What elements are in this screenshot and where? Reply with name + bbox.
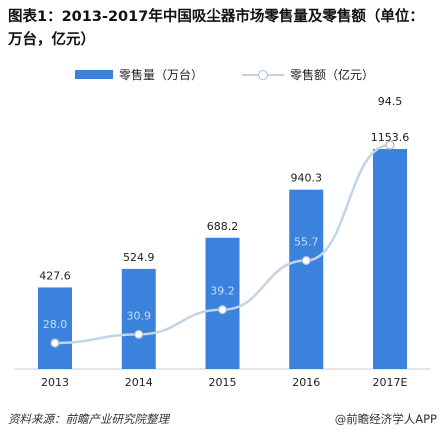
bar-2016 — [289, 189, 324, 369]
line-label-2017E: 94.5 — [378, 95, 403, 108]
bar-label-2014: 524.9 — [123, 251, 155, 264]
bar-2017E — [373, 149, 407, 369]
legend-swatch-bar — [75, 70, 113, 79]
line-label-2016: 55.7 — [294, 236, 319, 249]
source-note: 资料来源：前瞻产业研究院整理 — [8, 412, 169, 426]
legend: 零售量（万台） 零售额（亿元） — [0, 66, 445, 86]
bar-2013 — [38, 287, 72, 369]
legend-item-volume: 零售量（万台） — [75, 66, 203, 83]
x-tick-2013: 2013 — [41, 376, 69, 389]
x-tick-2015: 2015 — [209, 376, 237, 389]
value-line — [54, 143, 391, 345]
line-label-2015: 39.2 — [210, 285, 235, 298]
bar-label-2013: 427.6 — [39, 269, 71, 282]
bar-2014 — [121, 268, 156, 369]
bar-label-2016: 940.3 — [291, 172, 323, 185]
x-tick-2016: 2016 — [292, 376, 320, 389]
x-tick-2017E: 2017E — [373, 376, 408, 389]
chart-title: 图表1：2013-2017年中国吸尘器市场零售量及零售额（单位：万台，亿元） — [8, 9, 424, 48]
line-point-2014 — [134, 329, 144, 339]
line-label-2014: 30.9 — [127, 309, 152, 322]
bar-label-2015: 688.2 — [207, 220, 239, 233]
line-point-2015 — [217, 305, 228, 315]
legend-label-volume: 零售量（万台） — [119, 68, 204, 82]
line-point-2013 — [50, 338, 60, 348]
x-tick-2014: 2014 — [125, 376, 153, 389]
line-point-2016 — [301, 255, 311, 266]
legend-item-value: 零售额（亿元） — [242, 66, 374, 83]
line-point-2017E — [385, 140, 395, 150]
bar-label-2017E: 1153.6 — [371, 131, 410, 144]
legend-swatch-line — [242, 69, 284, 81]
line-label-2013: 28.0 — [43, 318, 68, 331]
legend-label-value: 零售额（亿元） — [290, 68, 375, 82]
brand-credit: @前瞻经济学人APP — [334, 412, 437, 426]
bar-2015 — [205, 237, 240, 369]
